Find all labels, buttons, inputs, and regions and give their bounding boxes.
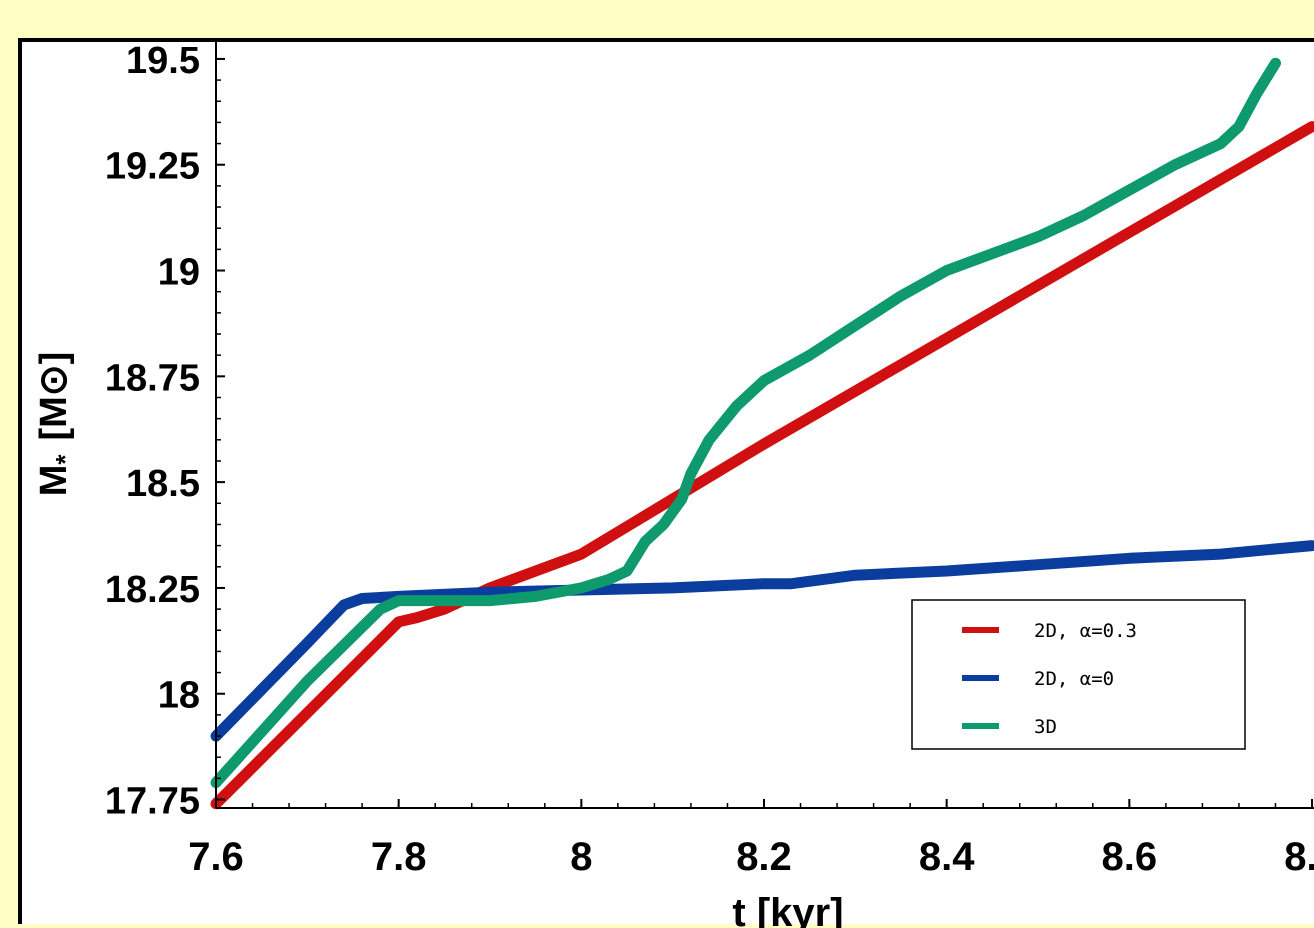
legend-label: 2D, α=0: [1034, 668, 1114, 690]
x-axis-title: t [kyr]: [732, 891, 843, 928]
y-tick-label: 18.5: [126, 463, 200, 505]
series-line-0: [210, 121, 1314, 810]
y-tick-label: 19.25: [105, 146, 200, 188]
y-tick-label: 19.5: [126, 42, 200, 82]
axes-layer: 17.75 18 18.25 18.5 18.75 19 19.25 19.5 7.6 7.8 8 8…: [105, 42, 1314, 879]
y-tick-label: 18.75: [105, 357, 200, 399]
y-axis-title: M* [M⊙]: [33, 352, 80, 497]
legend-label: 3D: [1034, 716, 1057, 738]
y-axis-title-main: M: [33, 465, 75, 497]
y-axis-title-subscript: *: [50, 454, 80, 465]
legend: 2D, α=0.3 2D, α=0 3D: [911, 599, 1246, 750]
y-tick-label: 19: [158, 252, 200, 294]
chart-frame: 17.75 18 18.25 18.5 18.75 19 19.25 19.5 7.6 7.8 8 8…: [18, 38, 1314, 928]
x-tick-label: 8.6: [1102, 835, 1158, 879]
series-line-2: [210, 57, 1281, 789]
x-tick-label: 8.4: [919, 835, 975, 879]
line-chart: 17.75 18 18.25 18.5 18.75 19 19.25 19.5 7.6 7.8 8 8…: [33, 42, 1314, 928]
y-tick-label: 18.25: [105, 569, 200, 611]
x-tick-label: 8: [570, 835, 592, 879]
x-tick-label: 8.8: [1284, 835, 1314, 879]
series-line-1: [210, 540, 1314, 742]
x-tick-label: 7.6: [188, 835, 244, 879]
y-tick-label: 18: [158, 675, 200, 717]
series-layer: [210, 57, 1314, 810]
x-tick-label: 8.2: [736, 835, 792, 879]
y-tick-label: 17.75: [105, 781, 200, 823]
y-axis-title-unit: [M⊙]: [33, 352, 75, 441]
x-tick-label: 7.8: [371, 835, 427, 879]
legend-label: 2D, α=0.3: [1034, 620, 1137, 642]
